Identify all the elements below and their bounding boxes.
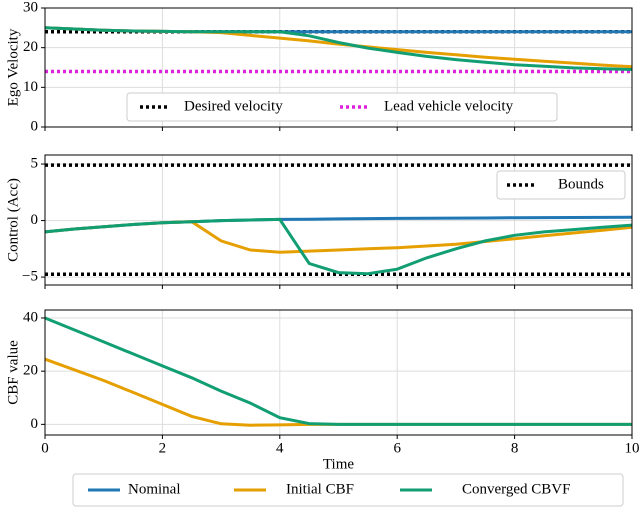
legend-label: Nominal	[128, 481, 181, 497]
legend-label: Converged CBVF	[462, 481, 570, 497]
y-tick-label: 5	[31, 155, 39, 171]
y-tick-label: 20	[23, 39, 38, 55]
legend: Desired velocity Lead vehicle velocity	[126, 92, 558, 122]
y-tick-label: 0	[31, 416, 39, 432]
x-tick-label: 10	[625, 440, 640, 456]
y-tick-label: 10	[23, 79, 38, 95]
y-tick-label: 30	[23, 0, 38, 15]
legend: Bounds	[496, 170, 626, 200]
y-tick-label: 0	[31, 118, 39, 134]
x-tick-label: 8	[511, 440, 519, 456]
legend-label: Desired velocity	[184, 98, 283, 114]
legend-box	[496, 170, 626, 200]
series-line	[44, 316, 632, 426]
series-line	[44, 217, 633, 276]
legend-label: Initial CBF	[286, 481, 354, 497]
y-tick-label: 40	[23, 309, 38, 325]
y-axis-label: Control (Acc)	[5, 178, 21, 262]
y-tick-label: −5	[22, 269, 38, 285]
legend-box	[72, 473, 624, 507]
x-tick-label: 4	[276, 440, 284, 456]
series-line	[44, 26, 633, 71]
x-tick-label: 2	[159, 440, 167, 456]
legend-label: Bounds	[558, 176, 604, 192]
x-tick-label: 0	[41, 440, 49, 456]
y-tick-label: 0	[31, 212, 39, 228]
x-tick-label: 6	[393, 440, 401, 456]
series-line	[44, 220, 633, 254]
legend: Nominal Initial CBF Converged CBVF	[72, 473, 624, 507]
series-line	[44, 357, 632, 427]
y-axis-label: Ego Velocity	[5, 28, 21, 106]
y-tick-label: 20	[23, 363, 38, 379]
x-axis-label: Time	[323, 456, 354, 472]
plot-frame	[44, 154, 633, 286]
plot-frame	[44, 7, 633, 128]
plot-frame	[44, 309, 633, 436]
y-axis-label: CBF value	[5, 340, 21, 405]
legend-label: Lead vehicle velocity	[384, 98, 514, 114]
